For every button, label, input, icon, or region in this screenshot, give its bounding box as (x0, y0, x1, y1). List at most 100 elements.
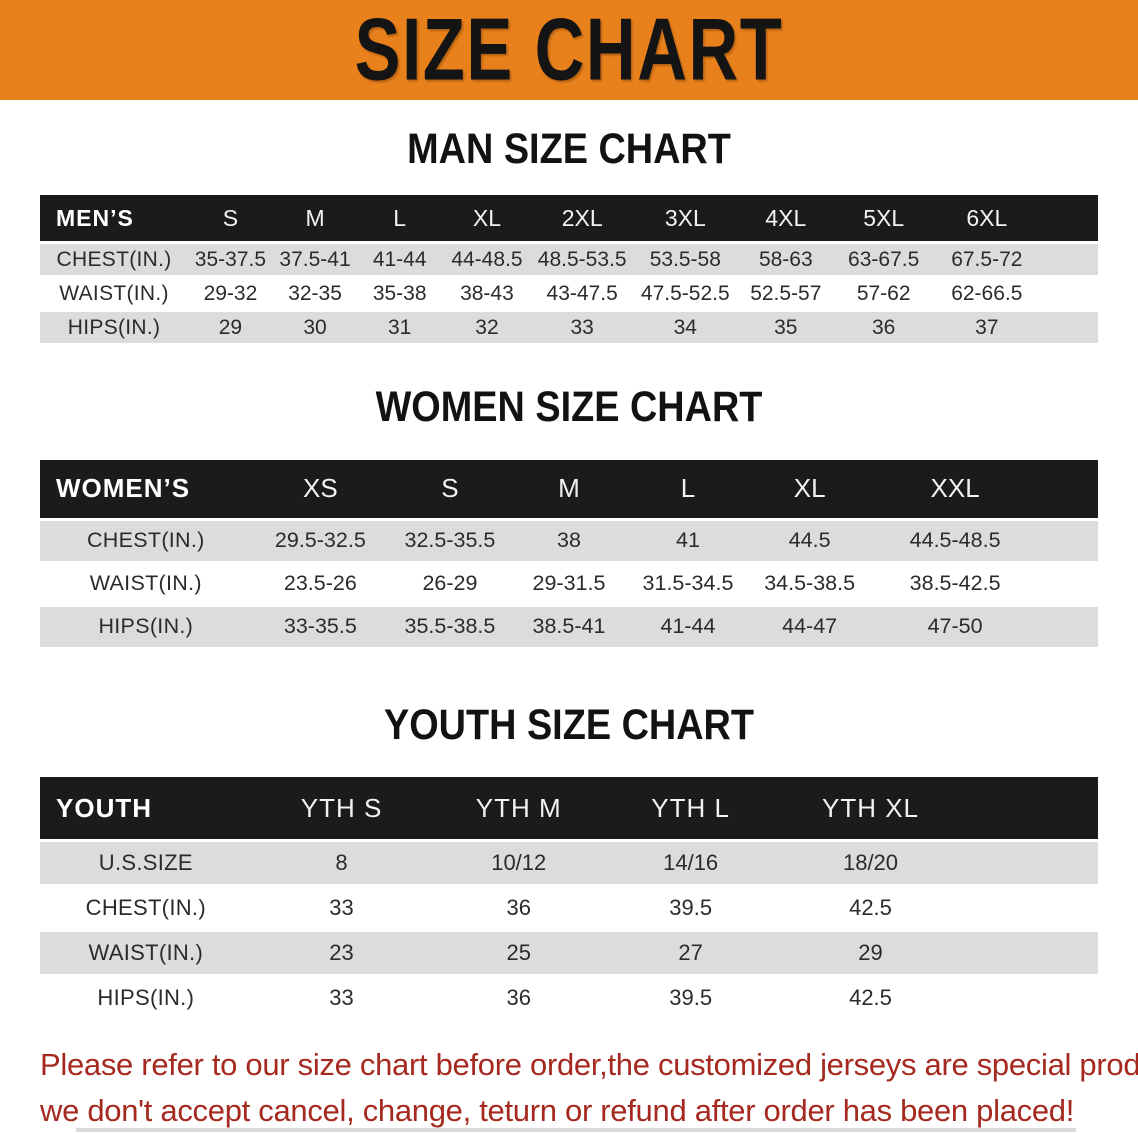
size-value-cell: 53.5-58 (632, 244, 739, 276)
men-section-heading: MAN SIZE CHART (407, 125, 731, 173)
size-value-cell: 38.5-41 (510, 606, 628, 647)
row-label: HIPS(IN.) (40, 606, 252, 647)
youth-table-title: YOUTH (40, 777, 252, 840)
size-value-cell: 39.5 (606, 887, 776, 930)
size-value-cell: 35.5-38.5 (389, 606, 511, 647)
row-label: CHEST(IN.) (40, 520, 252, 561)
header-spacer-cell (1039, 195, 1098, 242)
men-table-title: MEN’S (40, 195, 189, 242)
size-value-cell: 33-35.5 (251, 606, 390, 647)
spacer-cell (965, 977, 1098, 1020)
size-value-cell: 39.5 (606, 977, 776, 1020)
size-value-cell: 23.5-26 (251, 563, 390, 604)
men-chest-row: CHEST(IN.) 35-37.5 37.5-41 41-44 44-48.5… (40, 244, 1098, 276)
size-value-cell: 44-47 (748, 606, 871, 647)
youth-col-header-xl: YTH XL (775, 777, 966, 840)
size-value-cell: 34.5-38.5 (748, 563, 871, 604)
disclaimer-line-1: Please refer to our size chart before or… (40, 1047, 1138, 1083)
size-value-cell: 43-47.5 (531, 278, 633, 310)
size-value-cell: 62-66.5 (933, 278, 1040, 310)
women-col-header-xxl: XXL (870, 459, 1040, 518)
spacer-cell (1039, 278, 1098, 310)
size-value-cell: 37.5-41 (272, 244, 358, 276)
women-col-header-xl: XL (748, 459, 871, 518)
size-value-cell: 35 (738, 312, 834, 344)
row-label: CHEST(IN.) (40, 887, 252, 930)
header-spacer-cell (965, 777, 1098, 840)
size-value-cell: 38 (510, 520, 628, 561)
size-value-cell: 42.5 (775, 977, 966, 1020)
size-value-cell: 38.5-42.5 (870, 563, 1040, 604)
women-table-header-row: WOMEN’S XS S M L XL XXL (40, 459, 1098, 518)
size-value-cell: 14/16 (606, 842, 776, 885)
size-value-cell: 29.5-32.5 (251, 520, 390, 561)
youth-col-header-m: YTH M (431, 777, 607, 840)
size-value-cell: 67.5-72 (933, 244, 1040, 276)
men-waist-row: WAIST(IN.) 29-32 32-35 35-38 38-43 43-47… (40, 278, 1098, 310)
size-value-cell: 44.5-48.5 (870, 520, 1040, 561)
size-value-cell: 29 (188, 312, 273, 344)
men-col-header-3xl: 3XL (632, 195, 739, 242)
row-label: U.S.SIZE (40, 842, 252, 885)
size-value-cell: 29 (775, 932, 966, 975)
size-value-cell: 44.5 (748, 520, 871, 561)
youth-hips-row: HIPS(IN.) 33 36 39.5 42.5 (40, 977, 1098, 1020)
spacer-cell (1039, 606, 1098, 647)
size-value-cell: 35-38 (357, 278, 442, 310)
women-size-table: WOMEN’S XS S M L XL XXL CHEST(IN.) 29.5-… (40, 457, 1098, 650)
header-spacer-cell (1039, 459, 1098, 518)
men-col-header-4xl: 4XL (738, 195, 834, 242)
size-value-cell: 25 (431, 932, 607, 975)
disclaimer-note: Please refer to our size chart before or… (40, 1042, 1138, 1134)
men-col-header-m: M (272, 195, 358, 242)
men-table-header-row: MEN’S S M L XL 2XL 3XL 4XL 5XL 6XL (40, 195, 1098, 242)
size-value-cell: 32.5-35.5 (389, 520, 511, 561)
spacer-cell (1039, 244, 1098, 276)
size-value-cell: 36 (431, 887, 607, 930)
men-col-header-5xl: 5XL (833, 195, 934, 242)
women-waist-row: WAIST(IN.) 23.5-26 26-29 29-31.5 31.5-34… (40, 563, 1098, 604)
youth-section-heading: YOUTH SIZE CHART (383, 700, 754, 749)
women-hips-row: HIPS(IN.) 33-35.5 35.5-38.5 38.5-41 41-4… (40, 606, 1098, 647)
size-value-cell: 30 (272, 312, 358, 344)
spacer-cell (1039, 563, 1098, 604)
men-col-header-s: S (188, 195, 273, 242)
size-value-cell: 37 (933, 312, 1040, 344)
size-value-cell: 31 (357, 312, 442, 344)
size-value-cell: 57-62 (833, 278, 934, 310)
size-value-cell: 10/12 (431, 842, 607, 885)
size-value-cell: 52.5-57 (738, 278, 834, 310)
men-size-table: MEN’S S M L XL 2XL 3XL 4XL 5XL 6XL CHEST… (40, 192, 1098, 346)
youth-size-table: YOUTH YTH S YTH M YTH L YTH XL U.S.SIZE … (40, 774, 1098, 1022)
size-value-cell: 47-50 (870, 606, 1040, 647)
size-value-cell: 33 (531, 312, 633, 344)
size-value-cell: 42.5 (775, 887, 966, 930)
youth-waist-row: WAIST(IN.) 23 25 27 29 (40, 932, 1098, 975)
spacer-cell (1039, 312, 1098, 344)
youth-chest-row: CHEST(IN.) 33 36 39.5 42.5 (40, 887, 1098, 930)
size-value-cell: 27 (606, 932, 776, 975)
youth-col-header-s: YTH S (251, 777, 432, 840)
row-label: WAIST(IN.) (40, 563, 252, 604)
women-col-header-s: S (389, 459, 511, 518)
size-value-cell: 58-63 (738, 244, 834, 276)
page-title: SIZE CHART (354, 1, 784, 99)
women-chest-row: CHEST(IN.) 29.5-32.5 32.5-35.5 38 41 44.… (40, 520, 1098, 561)
size-value-cell: 32-35 (272, 278, 358, 310)
size-value-cell: 41 (627, 520, 749, 561)
spacer-cell (965, 887, 1098, 930)
men-col-header-6xl: 6XL (933, 195, 1040, 242)
spacer-cell (965, 932, 1098, 975)
men-col-header-2xl: 2XL (531, 195, 633, 242)
size-value-cell: 38-43 (441, 278, 532, 310)
size-value-cell: 33 (251, 977, 432, 1020)
size-value-cell: 29-31.5 (510, 563, 628, 604)
men-col-header-xl: XL (441, 195, 532, 242)
size-value-cell: 32 (441, 312, 532, 344)
size-value-cell: 47.5-52.5 (632, 278, 739, 310)
size-value-cell: 31.5-34.5 (627, 563, 749, 604)
size-value-cell: 36 (431, 977, 607, 1020)
youth-ussize-row: U.S.SIZE 8 10/12 14/16 18/20 (40, 842, 1098, 885)
size-value-cell: 41-44 (627, 606, 749, 647)
size-value-cell: 29-32 (188, 278, 273, 310)
